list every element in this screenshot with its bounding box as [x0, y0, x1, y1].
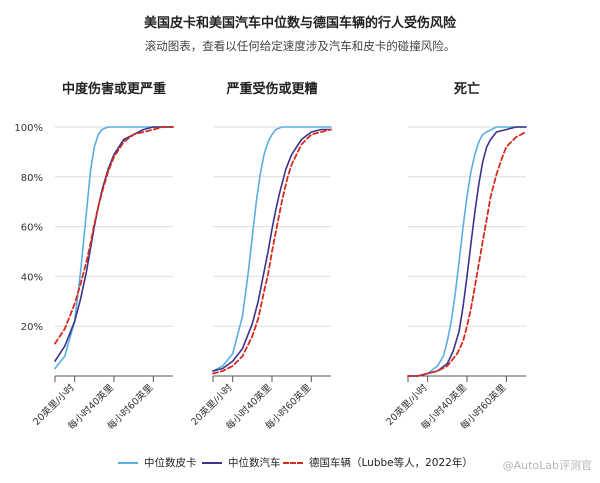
y-tick-label-40: 40% — [21, 272, 43, 283]
legend-swatch-german — [283, 462, 303, 464]
series-line-german-2 — [212, 128, 332, 375]
legend-item-car: 中位数汽车 — [202, 455, 281, 470]
legend-label-pickup: 中位数皮卡 — [144, 457, 197, 469]
series-line-pickup-1 — [54, 126, 174, 370]
legend-item-pickup: 中位数皮卡 — [118, 455, 197, 470]
panel-title-2: 严重受伤或更糟 — [225, 81, 317, 97]
series-line-german-1 — [54, 126, 174, 345]
series-line-german-3 — [407, 131, 527, 377]
y-tick-label-20: 20% — [21, 322, 43, 333]
legend-swatch-car — [202, 462, 222, 464]
legend-label-german: 德国车辆（Lubbe等人，2022年） — [309, 457, 473, 469]
y-tick-label-80: 80% — [21, 173, 43, 184]
chart-subtitle: 滚动图表，查看以任何给定速度涉及汽车和皮卡的碰撞风险。 — [144, 39, 456, 53]
chart-title: 美国皮卡和美国汽车中位数与德国车辆的行人受伤风险 — [143, 16, 456, 31]
legend-swatch-pickup — [118, 462, 138, 464]
panel-title-1: 中度伤害或更严重 — [62, 81, 166, 97]
legend: 中位数皮卡 中位数汽车 德国车辆（Lubbe等人，2022年） — [0, 455, 600, 475]
panel-title-3: 死亡 — [454, 81, 480, 97]
series-line-car-3 — [407, 126, 527, 377]
series-line-pickup-3 — [407, 126, 527, 377]
y-tick-label-60: 60% — [21, 223, 43, 234]
watermark: @AutoLab评测官 — [502, 459, 592, 472]
y-tick-label-100: 100% — [14, 123, 43, 134]
series-line-pickup-2 — [212, 126, 332, 372]
legend-item-german: 德国车辆（Lubbe等人，2022年） — [283, 455, 473, 470]
legend-label-car: 中位数汽车 — [228, 457, 281, 469]
series-line-car-2 — [212, 128, 332, 372]
